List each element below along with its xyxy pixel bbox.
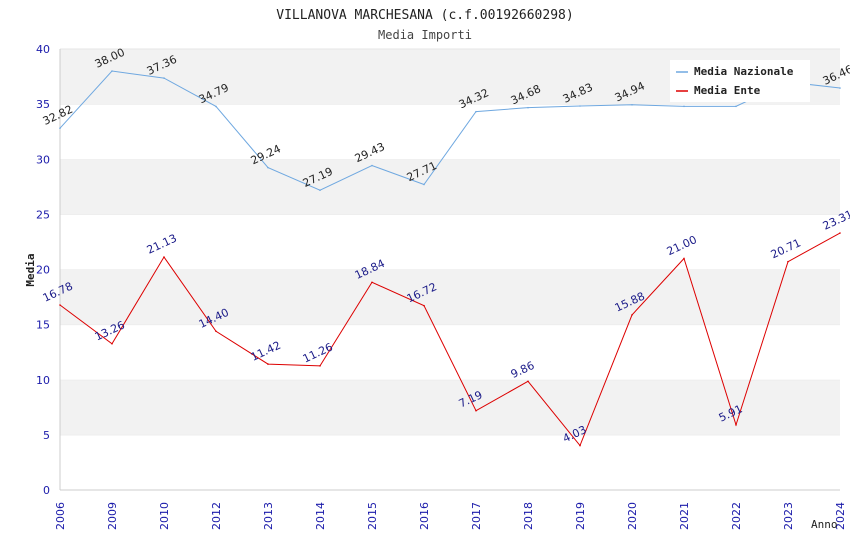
series-line-media-ente [59, 232, 841, 447]
x-tick-label: 2015 [366, 502, 379, 530]
data-point [59, 304, 61, 306]
data-point [579, 444, 581, 447]
grid-band [60, 379, 840, 435]
data-point [683, 105, 685, 108]
data-point [735, 424, 737, 426]
data-point [319, 189, 321, 192]
data-point [631, 314, 633, 316]
x-tick-label: 2022 [730, 502, 743, 530]
grid-band [60, 434, 840, 490]
x-tick-label: 2006 [54, 502, 67, 530]
data-point [839, 232, 841, 234]
data-point [267, 363, 269, 365]
data-point [423, 304, 425, 307]
data-point [59, 127, 61, 129]
legend-label-media-nazionale: Media Nazionale [694, 65, 794, 78]
y-tick-label: 30 [36, 153, 50, 166]
x-tick-label: 2013 [262, 502, 275, 530]
data-point [319, 365, 321, 367]
data-point [475, 110, 477, 113]
data-point [631, 103, 633, 106]
chart-title: VILLANOVA MARCHESANA (c.f.00192660298) [276, 8, 573, 23]
data-point [839, 87, 841, 89]
grid-band [60, 324, 840, 380]
data-point [423, 183, 425, 186]
y-tick-label: 25 [36, 208, 50, 221]
y-tick-label: 10 [36, 374, 50, 387]
x-tick-label: 2017 [470, 502, 483, 530]
y-tick-label: 20 [36, 264, 50, 277]
data-point [683, 257, 685, 260]
x-tick-label: 2023 [782, 502, 795, 530]
data-point [111, 343, 113, 345]
grid-band [60, 269, 840, 325]
series-line-media-nazionale [59, 70, 841, 191]
chart-subtitle: Media Importi [378, 28, 472, 42]
grid-band [60, 104, 840, 160]
grid-band [60, 159, 840, 215]
data-point [371, 164, 373, 167]
data-point [163, 77, 165, 79]
data-point [735, 105, 737, 108]
y-axis-label: Media [24, 253, 37, 286]
x-tick-label: 2010 [158, 502, 171, 530]
data-point [475, 409, 477, 412]
y-tick-labels: 0 5 10 15 20 25 30 35 40 [36, 43, 50, 497]
x-tick-label: 2012 [210, 502, 223, 530]
data-point [215, 105, 217, 108]
legend: Media Nazionale Media Ente [670, 60, 810, 102]
grid-band [60, 214, 840, 270]
x-tick-label: 2009 [106, 502, 119, 530]
data-point [371, 281, 373, 284]
x-tick-label: 2019 [574, 502, 587, 530]
y-tick-label: 0 [43, 484, 50, 497]
data-point [267, 166, 269, 169]
x-axis-label: Anno [811, 518, 838, 531]
data-point [527, 106, 529, 109]
y-tick-label: 35 [36, 98, 50, 111]
x-tick-labels: 2006 2009 2010 2012 2013 2014 2015 2016 2017 2018… [54, 502, 847, 530]
legend-box [670, 60, 810, 102]
x-tick-label: 2021 [678, 502, 691, 530]
data-point [163, 256, 165, 258]
x-tick-label: 2020 [626, 502, 639, 530]
x-tick-label: 2018 [522, 502, 535, 530]
data-point [111, 70, 113, 72]
legend-label-media-ente: Media Ente [694, 84, 761, 97]
data-point [527, 380, 529, 383]
x-tick-label: 2016 [418, 502, 431, 530]
data-point [215, 330, 217, 333]
data-point [579, 105, 581, 107]
y-tick-label: 40 [36, 43, 50, 56]
data-point [787, 260, 789, 263]
y-tick-label: 5 [43, 429, 50, 442]
x-tick-label: 2024 [834, 502, 847, 530]
x-tick-label: 2014 [314, 502, 327, 530]
y-tick-label: 15 [36, 319, 50, 332]
